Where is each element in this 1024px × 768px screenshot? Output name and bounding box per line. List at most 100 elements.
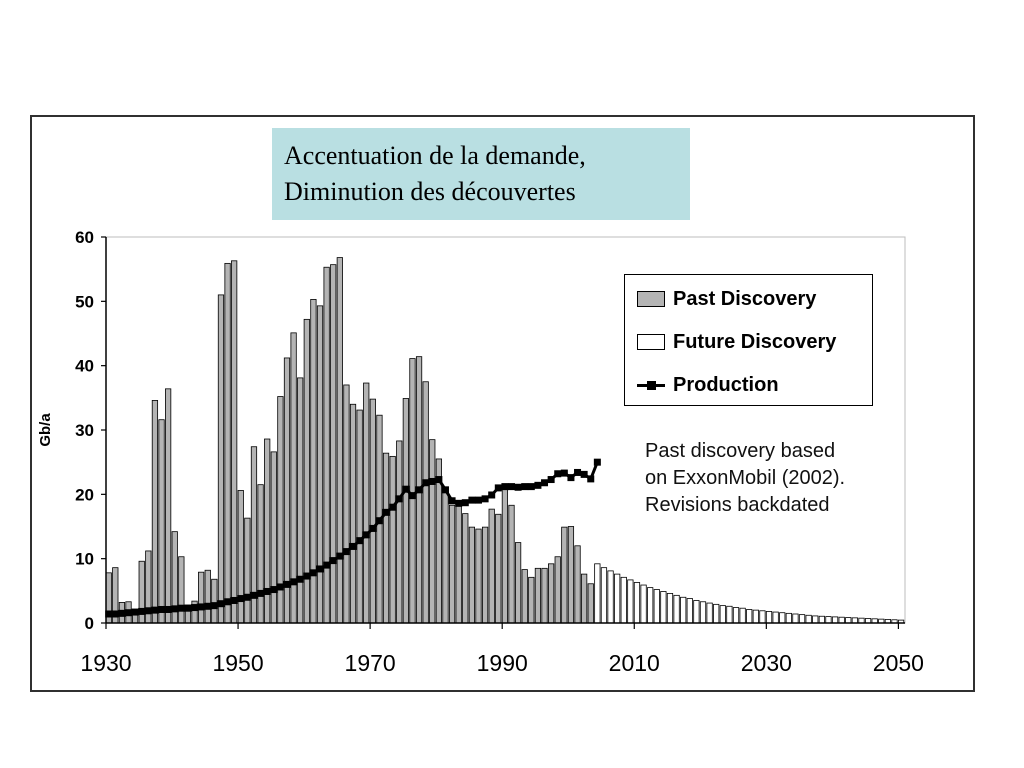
- production-point-1930: [105, 610, 113, 618]
- x-tick-label-2010: 2010: [609, 650, 660, 676]
- bar-past-1939: [165, 388, 172, 624]
- bar-future-2031: [772, 611, 779, 624]
- bar-past-1955: [270, 451, 277, 624]
- bar-future-2021: [706, 602, 713, 624]
- bar-past-1996: [541, 567, 548, 624]
- bar-future-2040: [831, 616, 839, 624]
- production-point-1933: [125, 609, 133, 617]
- bar-past-1997: [548, 563, 555, 624]
- production-point-1959: [296, 575, 304, 583]
- production-point-1967: [349, 542, 357, 550]
- bar-past-1984: [462, 513, 469, 624]
- bar-future-2024: [726, 605, 733, 624]
- production-point-1943: [191, 604, 199, 612]
- x-tick-label-1930: 1930: [80, 650, 131, 676]
- production-point-1972: [382, 508, 390, 516]
- caption-line-1: Accentuation de la demande,: [284, 141, 586, 170]
- bar-past-1995: [534, 567, 542, 624]
- bar-future-2010: [633, 582, 641, 624]
- production-point-1990: [501, 483, 509, 491]
- bar-future-2020: [699, 601, 707, 624]
- production-point-1979: [428, 477, 436, 485]
- production-point-1995: [534, 481, 542, 489]
- y-tick-label-0: 0: [85, 614, 94, 633]
- bar-past-1941: [178, 556, 185, 624]
- bar-future-2027: [746, 609, 753, 624]
- production-marker-icon: [637, 377, 665, 393]
- bar-future-2042: [845, 617, 852, 624]
- note-line-3: Revisions backdated: [645, 494, 830, 516]
- production-point-1997: [547, 476, 555, 484]
- bar-past-1979: [429, 439, 436, 624]
- production-point-1996: [541, 479, 549, 487]
- production-point-1969: [362, 531, 370, 539]
- bar-past-1987: [481, 526, 489, 624]
- bar-past-1992: [515, 542, 522, 624]
- bar-future-2011: [640, 584, 647, 624]
- bar-past-1986: [475, 528, 482, 624]
- production-point-1934: [131, 608, 139, 616]
- legend-label-future-discovery: Future Discovery: [673, 330, 837, 353]
- bar-future-2022: [713, 603, 720, 624]
- bar-past-1967: [349, 403, 357, 624]
- bar-past-1970: [369, 398, 376, 624]
- bar-future-2019: [693, 600, 700, 624]
- x-tick-label-2050: 2050: [873, 650, 924, 676]
- production-point-1982: [448, 497, 456, 505]
- past-discovery-swatch: [637, 291, 665, 307]
- production-point-1957: [283, 580, 291, 588]
- production-point-1940: [171, 605, 179, 613]
- production-point-2004: [593, 458, 601, 466]
- production-point-1960: [303, 572, 311, 580]
- production-point-1935: [138, 607, 146, 615]
- bar-future-2008: [620, 576, 627, 624]
- bar-past-1989: [495, 513, 502, 624]
- production-point-1999: [560, 469, 568, 477]
- note-line-1: Past discovery based: [645, 440, 836, 462]
- production-point-1978: [422, 479, 430, 487]
- production-point-1970: [369, 524, 377, 532]
- production-point-1965: [336, 552, 344, 560]
- production-point-1994: [527, 483, 535, 491]
- bar-past-1951: [244, 517, 251, 624]
- y-axis-label: Gb/a: [37, 413, 54, 447]
- production-point-1946: [210, 602, 218, 610]
- production-point-1986: [474, 496, 482, 504]
- bar-past-1983: [455, 502, 462, 624]
- bar-past-1959: [297, 377, 304, 624]
- bar-past-1948: [224, 262, 231, 624]
- production-point-1962: [316, 565, 324, 573]
- bar-past-1972: [382, 452, 390, 624]
- production-point-1939: [164, 605, 172, 613]
- production-point-1991: [508, 483, 516, 491]
- y-tick-label-50: 50: [75, 292, 94, 311]
- bar-future-2017: [680, 596, 687, 624]
- caption-box: Accentuation de la demande, Diminution d…: [272, 128, 690, 220]
- y-axis-ticks: 0 10 20 30 40 50 60: [75, 228, 106, 633]
- production-point-1954: [263, 587, 271, 595]
- production-point-1955: [270, 586, 278, 594]
- bar-past-1946: [211, 578, 218, 624]
- production-point-1987: [481, 495, 489, 503]
- bar-future-2028: [752, 609, 759, 624]
- bar-past-1978: [422, 381, 429, 624]
- production-point-1932: [118, 609, 126, 617]
- bar-past-1990: [501, 488, 509, 624]
- bar-past-1973: [389, 455, 396, 624]
- bar-future-2037: [812, 615, 819, 624]
- bar-past-1982: [448, 504, 456, 624]
- bar-past-1969: [363, 382, 370, 624]
- production-point-1976: [408, 492, 416, 500]
- bar-future-2013: [653, 589, 660, 624]
- bar-past-2002: [581, 573, 588, 624]
- bar-future-2016: [673, 594, 680, 624]
- bar-future-2034: [792, 613, 799, 624]
- production-point-2002: [580, 470, 588, 478]
- production-point-2000: [567, 474, 575, 482]
- bar-past-1954: [264, 438, 271, 624]
- bar-past-1965: [336, 257, 343, 624]
- bar-past-1994: [528, 576, 535, 624]
- bar-past-1937: [151, 400, 159, 624]
- bar-future-2005: [600, 567, 608, 624]
- production-point-1966: [342, 548, 350, 556]
